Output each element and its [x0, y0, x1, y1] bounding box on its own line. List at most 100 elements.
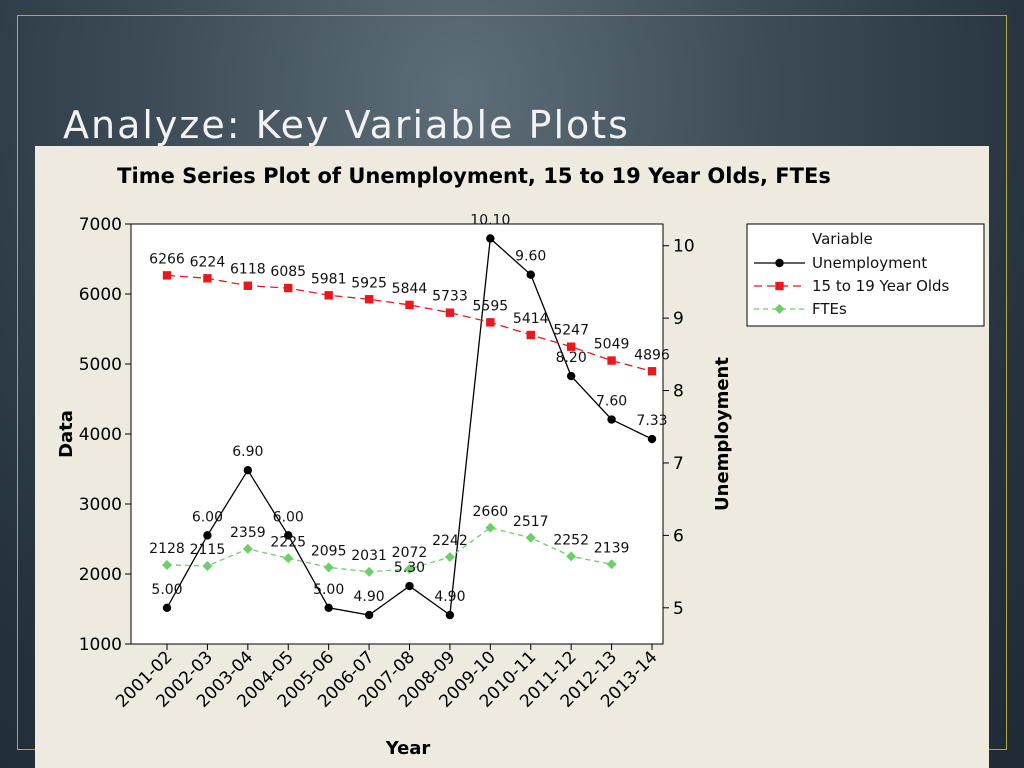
data-point — [324, 603, 333, 612]
data-label: 6.90 — [232, 444, 263, 460]
y2-tick-label: 10 — [673, 237, 695, 257]
data-label: 5049 — [594, 337, 630, 353]
plot-area — [130, 223, 664, 645]
data-label: 8.20 — [556, 350, 587, 366]
data-label: 2128 — [149, 541, 185, 557]
data-point — [647, 434, 657, 444]
data-point — [404, 563, 415, 574]
y-tick-label: 4000 — [79, 425, 122, 445]
data-point — [566, 342, 576, 351]
data-point — [283, 553, 294, 564]
data-point — [607, 415, 616, 424]
y-tick-label: 5000 — [79, 355, 122, 375]
y-tick-label: 2000 — [79, 565, 122, 585]
data-point — [162, 271, 172, 280]
data-point — [203, 274, 212, 283]
legend-title: Variable — [812, 230, 873, 248]
y2-tick-label: 8 — [673, 382, 684, 402]
data-label: 2095 — [311, 543, 347, 559]
data-point — [242, 543, 253, 554]
data-label: 2242 — [432, 533, 468, 549]
data-point — [485, 522, 496, 533]
data-label: 4896 — [634, 347, 670, 363]
data-label: 6.00 — [273, 509, 304, 525]
data-label: 2660 — [473, 504, 509, 520]
legend-label: Unemployment — [812, 254, 927, 272]
data-label: 5981 — [311, 271, 347, 287]
y2-tick-label: 7 — [673, 454, 684, 474]
data-label: 2517 — [513, 514, 549, 530]
data-point — [445, 308, 455, 317]
slide-title: Analyze: Key Variable Plots — [63, 103, 630, 147]
data-label: 5844 — [392, 281, 428, 297]
legend: Variable Unemployment 15 to 19 Year Olds F… — [746, 223, 985, 327]
data-label: 4.90 — [353, 589, 384, 605]
data-point — [162, 603, 172, 612]
data-point — [444, 552, 455, 563]
y-axis-title: Data — [56, 410, 77, 458]
data-point — [525, 532, 536, 543]
data-point — [445, 610, 455, 620]
data-point — [775, 281, 784, 291]
x-axis-title: Year — [385, 738, 431, 759]
chart-title: Time Series Plot of Unemployment, 15 to … — [117, 164, 831, 188]
data-point — [566, 371, 576, 381]
data-label: 7.33 — [636, 413, 667, 429]
data-point — [243, 281, 253, 290]
data-label: 2359 — [230, 525, 266, 541]
data-label: 2252 — [553, 532, 589, 548]
data-point — [526, 330, 535, 340]
data-point — [526, 270, 535, 279]
data-point — [203, 531, 212, 540]
y-tick-label: 7000 — [79, 215, 122, 235]
data-point — [364, 566, 375, 577]
axes-layer: 100020003000400050006000700056789102001-… — [79, 215, 695, 712]
data-label: 6118 — [230, 262, 266, 278]
y-tick-label: 3000 — [79, 495, 122, 515]
data-label: 5.30 — [394, 560, 425, 576]
data-label: 2139 — [594, 540, 630, 556]
data-point — [284, 283, 293, 293]
data-label: 6266 — [149, 251, 185, 267]
y2-tick-label: 9 — [673, 309, 684, 329]
series-layer — [162, 234, 657, 620]
data-label: 6.00 — [192, 509, 223, 525]
data-label: 5414 — [513, 311, 549, 327]
legend-label: FTEs — [812, 300, 847, 318]
data-point — [405, 300, 414, 310]
data-point — [364, 610, 374, 620]
data-point — [202, 560, 213, 571]
data-point — [486, 318, 495, 327]
data-label: 2115 — [190, 542, 226, 558]
data-label: 6224 — [190, 254, 226, 270]
legend-box — [746, 223, 985, 327]
data-label: 5925 — [351, 275, 387, 291]
data-point — [162, 560, 172, 571]
data-point — [774, 304, 785, 314]
legend-label: 15 to 19 Year Olds — [812, 277, 950, 295]
y2-axis-title: Unemployment — [712, 357, 733, 511]
y-tick-label: 1000 — [79, 635, 122, 655]
y2-tick-label: 6 — [673, 526, 684, 546]
chart-panel: Time Series Plot of Unemployment, 15 to … — [35, 146, 989, 768]
data-point — [405, 581, 414, 591]
data-label: 9.60 — [515, 249, 546, 265]
data-label: 2225 — [270, 534, 306, 550]
data-labels-layer: 5.00 6.00 6.90 6.00 5.00 4.90 5.30 4.90 10.10 9.6… — [149, 212, 670, 605]
data-label: 2072 — [392, 545, 428, 561]
data-point — [566, 551, 577, 562]
data-point — [284, 531, 293, 540]
data-point — [486, 234, 495, 243]
series-line — [166, 527, 612, 573]
data-point — [606, 559, 617, 570]
data-point — [647, 367, 657, 376]
data-label: 5595 — [473, 298, 509, 314]
data-label: 5247 — [553, 323, 589, 339]
y-tick-label: 6000 — [79, 285, 122, 305]
data-point — [607, 356, 616, 365]
data-label: 4.90 — [434, 589, 465, 605]
data-point — [364, 295, 374, 304]
data-label: 7.60 — [596, 394, 627, 410]
data-label: 5.00 — [151, 582, 182, 598]
data-point — [324, 291, 333, 300]
